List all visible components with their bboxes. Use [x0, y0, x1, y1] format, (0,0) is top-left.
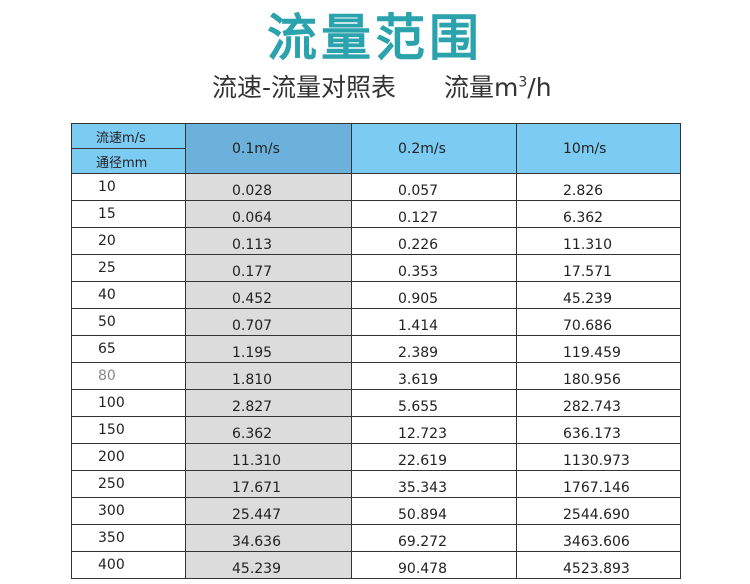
flow-cell: 50.894 [351, 497, 517, 525]
table-row: 80 1.810 3.619 180.956 [71, 362, 681, 390]
table-row: 100 2.827 5.655 282.743 [71, 389, 681, 417]
flow-cell: 0.028 [185, 173, 352, 201]
table-row: 50 0.707 1.414 70.686 [71, 308, 681, 336]
diameter-cell: 80 [71, 362, 186, 390]
flow-cell: 2544.690 [516, 497, 681, 525]
flow-cell: 0.057 [351, 173, 517, 201]
table-row: 10 0.028 0.057 2.826 [71, 173, 681, 201]
diameter-cell: 200 [71, 443, 186, 471]
flow-cell: 69.272 [351, 524, 517, 552]
flow-cell: 6.362 [185, 416, 352, 444]
flow-cell: 0.177 [185, 254, 352, 282]
flow-cell: 6.362 [516, 200, 681, 228]
header-velocity-label: 流速m/s [71, 123, 186, 149]
flow-cell: 1.810 [185, 362, 352, 390]
flow-cell: 45.239 [185, 551, 352, 579]
flow-cell: 282.743 [516, 389, 681, 417]
table-row: 150 6.362 12.723 636.173 [71, 416, 681, 444]
flow-cell: 90.478 [351, 551, 517, 579]
flow-cell: 5.655 [351, 389, 517, 417]
table-header: 流速m/s 0.1m/s 0.2m/s 10m/s 通径mm [71, 123, 681, 174]
flow-cell: 636.173 [516, 416, 681, 444]
flow-cell: 1.414 [351, 308, 517, 336]
flow-cell: 0.064 [185, 200, 352, 228]
flow-cell: 3463.606 [516, 524, 681, 552]
table-row: 350 34.636 69.272 3463.606 [71, 524, 681, 552]
diameter-cell: 350 [71, 524, 186, 552]
flow-cell: 180.956 [516, 362, 681, 390]
header-diameter-label: 通径mm [71, 148, 186, 174]
flow-cell: 22.619 [351, 443, 517, 471]
table-row: 15 0.064 0.127 6.362 [71, 200, 681, 228]
unit-prefix: 流量m [443, 73, 519, 102]
table-row: 250 17.671 35.343 1767.146 [71, 470, 681, 498]
flow-cell: 45.239 [516, 281, 681, 309]
flow-cell: 4523.893 [516, 551, 681, 579]
flow-cell: 17.671 [185, 470, 352, 498]
flow-cell: 0.353 [351, 254, 517, 282]
table-row: 300 25.447 50.894 2544.690 [71, 497, 681, 525]
table-row: 200 11.310 22.619 1130.973 [71, 443, 681, 471]
diameter-cell: 250 [71, 470, 186, 498]
flow-cell: 12.723 [351, 416, 517, 444]
table-row: 25 0.177 0.353 17.571 [71, 254, 681, 282]
flow-cell: 25.447 [185, 497, 352, 525]
table-body: 10 0.028 0.057 2.826 15 0.064 0.127 6.362 20 0.11… [71, 173, 681, 579]
subtitle: 流速-流量对照表 流量m3/h [212, 70, 552, 106]
diameter-cell: 20 [71, 227, 186, 255]
diameter-cell: 150 [71, 416, 186, 444]
diameter-cell: 50 [71, 308, 186, 336]
flow-cell: 1767.146 [516, 470, 681, 498]
flow-cell: 0.113 [185, 227, 352, 255]
diameter-cell: 25 [71, 254, 186, 282]
flow-cell: 2.827 [185, 389, 352, 417]
page-title: 流量范围 [267, 9, 483, 67]
flow-cell: 1130.973 [516, 443, 681, 471]
flow-cell: 35.343 [351, 470, 517, 498]
diameter-cell: 65 [71, 335, 186, 363]
flow-cell: 17.571 [516, 254, 681, 282]
table-row: 40 0.452 0.905 45.239 [71, 281, 681, 309]
flow-cell: 0.127 [351, 200, 517, 228]
header-col-1: 0.2m/s [351, 123, 517, 174]
diameter-cell: 300 [71, 497, 186, 525]
flow-cell: 0.452 [185, 281, 352, 309]
header-col-0: 0.1m/s [185, 123, 352, 174]
table-row: 65 1.195 2.389 119.459 [71, 335, 681, 363]
diameter-cell: 400 [71, 551, 186, 579]
diameter-cell: 15 [71, 200, 186, 228]
flow-cell: 0.707 [185, 308, 352, 336]
flow-cell: 3.619 [351, 362, 517, 390]
flow-table: 流速m/s 0.1m/s 0.2m/s 10m/s 通径mm 10 0.028 0.… [71, 123, 681, 579]
unit-superscript: 3 [518, 74, 528, 91]
flow-cell: 119.459 [516, 335, 681, 363]
diameter-cell: 10 [71, 173, 186, 201]
flow-cell: 11.310 [516, 227, 681, 255]
flow-cell: 2.389 [351, 335, 517, 363]
table-row: 20 0.113 0.226 11.310 [71, 227, 681, 255]
table-row: 400 45.239 90.478 4523.893 [71, 551, 681, 579]
unit-suffix: /h [527, 73, 552, 102]
subtitle-text: 流速-流量对照表 [212, 73, 397, 102]
flow-cell: 0.905 [351, 281, 517, 309]
unit-label: 流量m3/h [444, 73, 552, 102]
flow-cell: 2.826 [516, 173, 681, 201]
flow-cell: 34.636 [185, 524, 352, 552]
flow-cell: 11.310 [185, 443, 352, 471]
flow-cell: 0.226 [351, 227, 517, 255]
header-col-2: 10m/s [516, 123, 681, 174]
flow-cell: 70.686 [516, 308, 681, 336]
diameter-cell: 40 [71, 281, 186, 309]
flow-cell: 1.195 [185, 335, 352, 363]
diameter-cell: 100 [71, 389, 186, 417]
